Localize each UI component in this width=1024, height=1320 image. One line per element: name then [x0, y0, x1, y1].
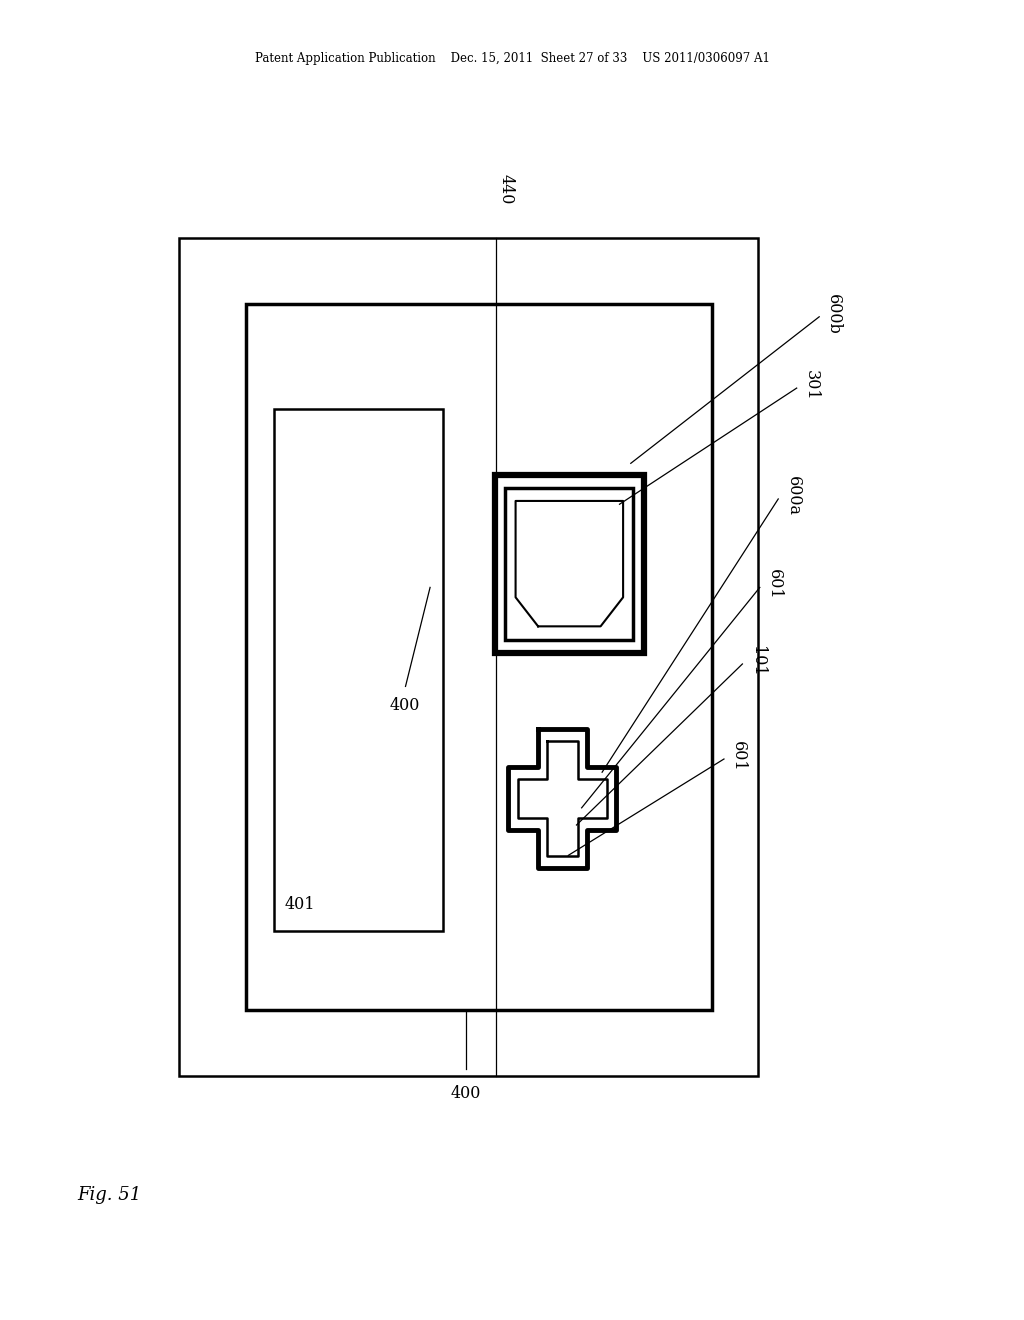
Bar	[506, 488, 633, 640]
Polygon shape	[509, 729, 616, 869]
Text: 440: 440	[498, 174, 514, 205]
Bar	[179, 238, 758, 1076]
Text: 401: 401	[285, 896, 315, 913]
Text: 600b: 600b	[825, 294, 843, 334]
Bar	[496, 475, 644, 653]
Bar	[246, 304, 712, 1010]
Polygon shape	[516, 502, 623, 627]
Polygon shape	[518, 741, 606, 855]
Text: 301: 301	[803, 370, 820, 401]
Text: 400: 400	[451, 1085, 481, 1102]
Text: 601: 601	[730, 741, 748, 772]
Text: 101: 101	[749, 645, 766, 677]
Bar	[274, 409, 443, 931]
Text: 600a: 600a	[784, 477, 802, 516]
Text: Patent Application Publication    Dec. 15, 2011  Sheet 27 of 33    US 2011/03060: Patent Application Publication Dec. 15, …	[255, 51, 769, 65]
Text: 400: 400	[389, 697, 420, 714]
Text: 601: 601	[766, 569, 783, 601]
Text: Fig. 51: Fig. 51	[77, 1185, 141, 1204]
